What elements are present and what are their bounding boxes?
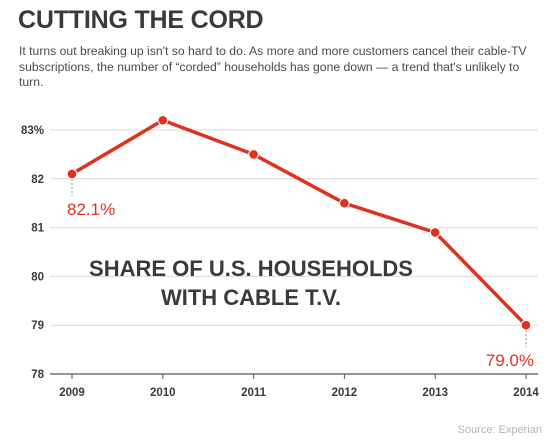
overlay-title-line-1: SHARE OF U.S. HOUSEHOLDS [89, 256, 413, 281]
y-axis: 83% 82 81 80 79 78 [21, 125, 45, 381]
y-tick-label: 79 [31, 320, 44, 332]
data-point [520, 319, 532, 331]
x-tick-label: 2010 [150, 387, 176, 399]
x-tick-label: 2009 [59, 387, 85, 399]
data-point [429, 227, 441, 238]
series-line [71, 118, 528, 327]
x-tick-label: 2013 [422, 387, 448, 399]
data-label: 79.0% [486, 351, 534, 370]
overlay-title-line-2: WITH CABLE T.V. [161, 285, 341, 310]
y-tick-label: 80 [31, 271, 44, 283]
chart-title: CUTTING THE CORD [18, 6, 264, 34]
y-tick-label: 78 [31, 369, 44, 381]
chart-description: It turns out breaking up isn't so hard t… [19, 44, 527, 89]
data-point [248, 149, 259, 160]
y-tick-label: 81 [31, 223, 44, 235]
overlay-title: SHARE OF U.S. HOUSEHOLDS WITH CABLE T.V. [89, 256, 413, 310]
y-tick-label: 83% [21, 125, 44, 137]
data-label: 82.1% [67, 200, 115, 219]
x-axis: 2009 2010 2011 2012 2013 2014 [50, 373, 539, 399]
gridlines [50, 129, 538, 375]
x-tick-label: 2011 [241, 387, 267, 399]
y-tick-label: 82 [31, 174, 44, 186]
data-point [339, 197, 350, 209]
x-tick-label: 2014 [513, 387, 539, 399]
data-point [157, 114, 169, 126]
source-note: Source: Experian [457, 424, 542, 436]
x-tick-label: 2012 [332, 387, 358, 399]
series: 82.1% 79.0% [66, 114, 534, 370]
data-point [66, 168, 78, 180]
